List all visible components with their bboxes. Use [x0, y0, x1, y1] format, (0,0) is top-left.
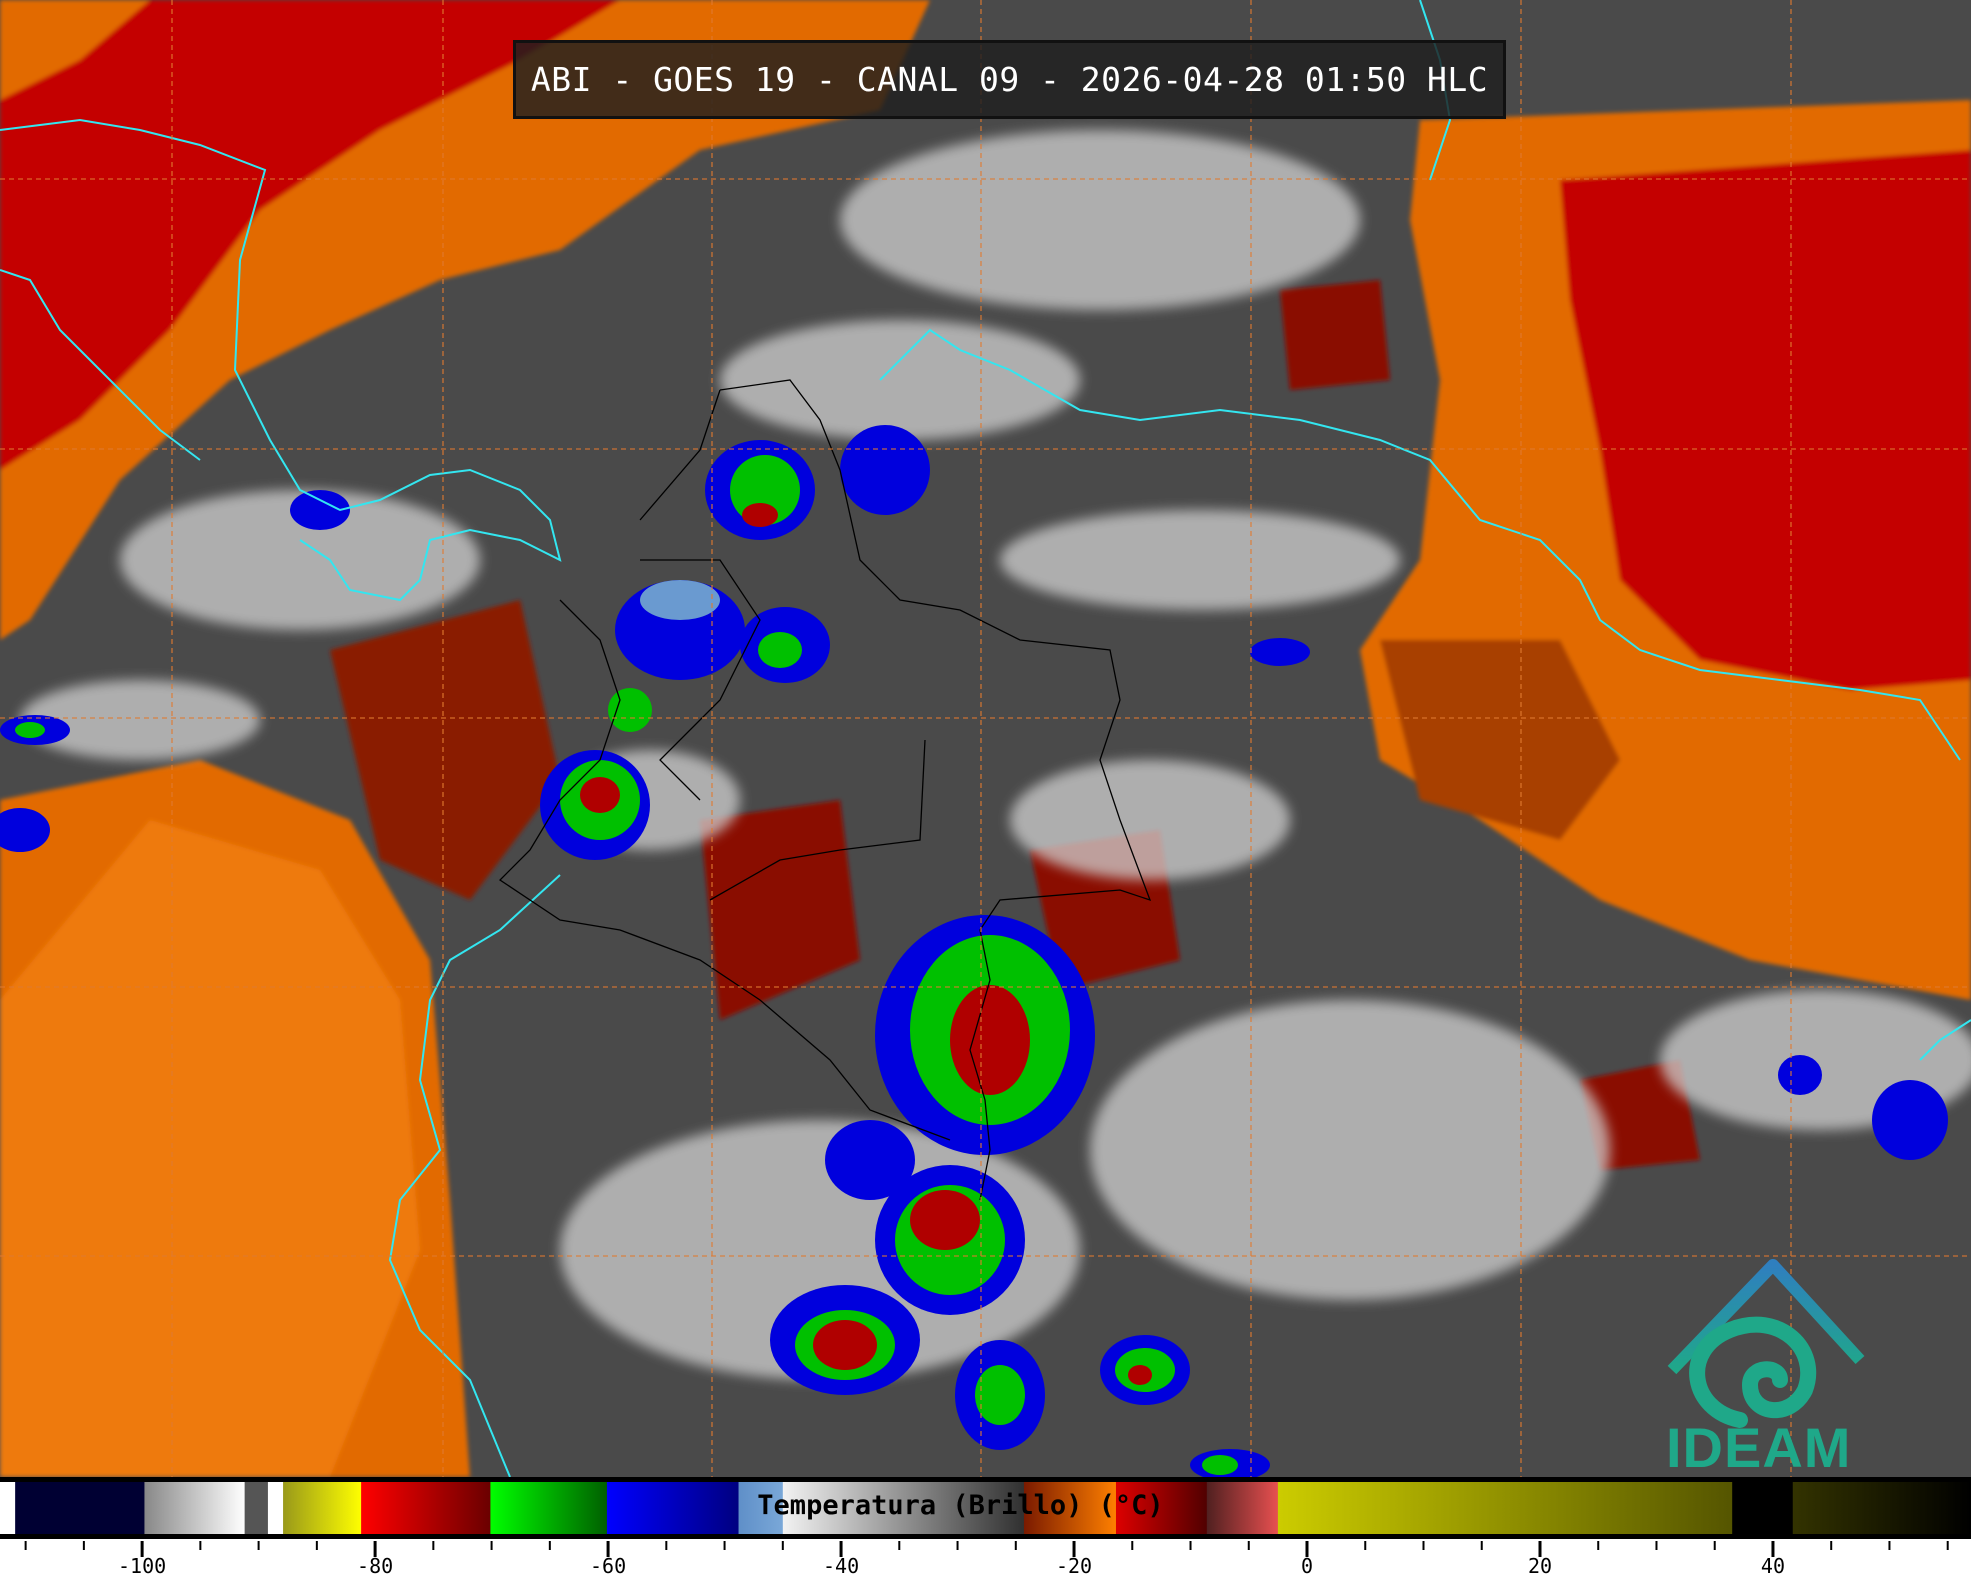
colorbar-tick-label: 40	[1761, 1554, 1785, 1577]
colorbar-segment	[361, 1482, 491, 1534]
ideam-logo	[1667, 1259, 1865, 1428]
colorbar-segment	[490, 1482, 608, 1534]
storm-cell	[1778, 1055, 1822, 1095]
colorbar-segment	[1732, 1482, 1794, 1534]
storm-cell	[705, 440, 815, 540]
warm-regions	[0, 0, 1971, 1477]
storm-cell	[840, 425, 930, 515]
colorbar-segment	[1792, 1482, 1971, 1534]
colorbar-label-wrap: Temperatura (Brillo) (°C)	[0, 1490, 1971, 1521]
storm-cell	[1872, 1080, 1948, 1160]
colorbar-segment	[1277, 1482, 1733, 1534]
storm-cell	[0, 808, 50, 852]
cloud-fields	[20, 130, 1971, 1380]
colorbar-tick-label: 0	[1301, 1554, 1313, 1577]
lat-lon-grid	[0, 0, 1971, 1477]
title-banner: ABI - GOES 19 - CANAL 09 - 2026-04-28 01…	[513, 40, 1506, 119]
colorbar-segment	[15, 1482, 145, 1534]
colorbar-segment	[244, 1482, 269, 1534]
storm-cell	[1250, 638, 1310, 666]
storm-cell	[0, 715, 70, 745]
colorbar-tick-label: 20	[1528, 1554, 1552, 1577]
storm-cell	[1100, 1335, 1190, 1405]
storm-cell	[608, 688, 652, 732]
colorbar-segment	[267, 1482, 284, 1534]
coastlines	[0, 0, 1971, 1477]
storm-cell	[875, 1165, 1025, 1315]
colorbar-segment	[144, 1482, 246, 1534]
colorbar-tick-label: -100	[118, 1554, 166, 1577]
ideam-logo-text: IDEAM	[1666, 1416, 1852, 1479]
colorbar-segment	[283, 1482, 362, 1534]
colorbar-tick-label: -20	[1056, 1554, 1092, 1577]
colorbar-segment	[0, 1482, 16, 1534]
convective-cells	[0, 425, 1948, 1477]
image-title: ABI - GOES 19 - CANAL 09 - 2026-04-28 01…	[530, 60, 1489, 99]
satellite-map	[0, 0, 1971, 1477]
colorbar-segment	[782, 1482, 1025, 1534]
colorbar-segment	[1023, 1482, 1117, 1534]
storm-cell	[825, 1120, 915, 1200]
colorbar-tick-label: -80	[357, 1554, 393, 1577]
storm-cell	[290, 490, 350, 530]
colorbar-label: Temperatura (Brillo) (°C)	[757, 1490, 1164, 1521]
colorbar-tick-label: -60	[590, 1554, 626, 1577]
storm-cell	[1190, 1449, 1270, 1477]
colorbar-segment	[738, 1482, 784, 1534]
colorbar-segment	[1206, 1482, 1279, 1534]
colorbar-graphic: -100 -80 -60 -40 -20 0 20 40	[0, 1477, 1971, 1577]
storm-cell	[955, 1340, 1045, 1450]
colorbar-segment	[606, 1482, 740, 1534]
storm-cell	[875, 915, 1095, 1155]
country-borders	[498, 379, 1152, 1201]
storm-cell	[615, 580, 745, 680]
colorbar-tick-label: -40	[823, 1554, 859, 1577]
colorbar-segment	[1115, 1482, 1208, 1534]
storm-cell	[740, 607, 830, 683]
storm-cell	[770, 1285, 920, 1395]
temperature-colorbar: -100 -80 -60 -40 -20 0 20 40	[0, 1477, 1971, 1577]
